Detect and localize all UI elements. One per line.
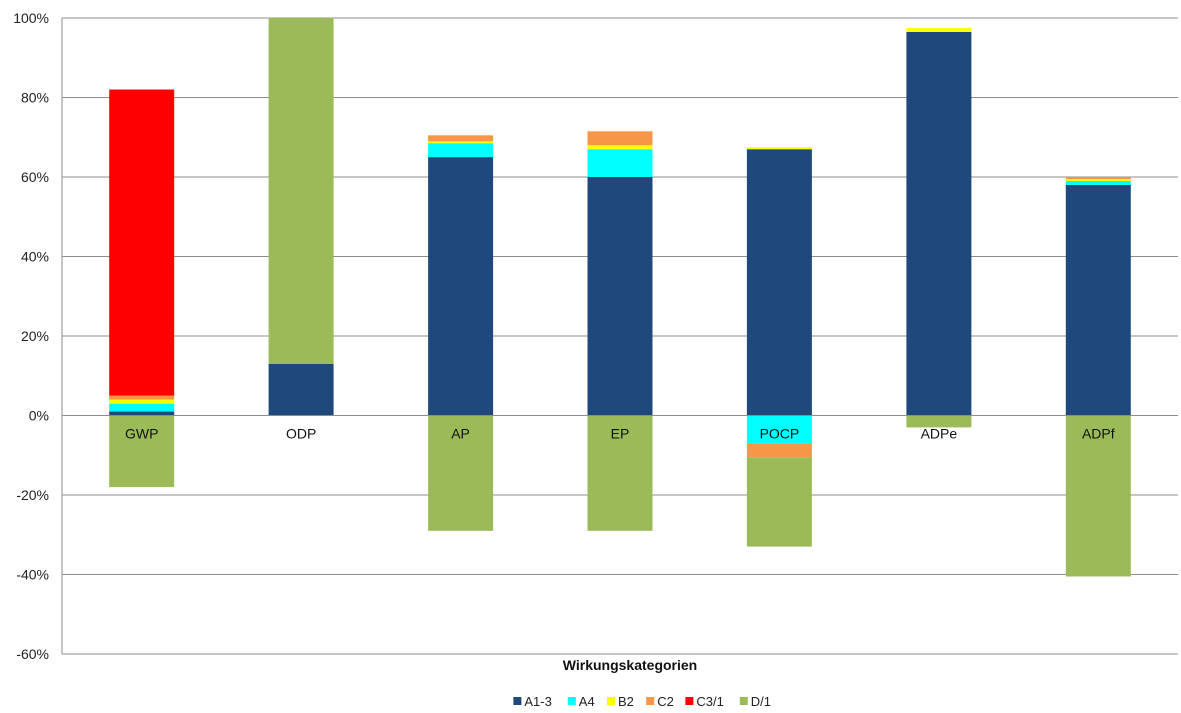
bar-segment-gwp-d-1 bbox=[109, 415, 175, 488]
y-tick-label: 40% bbox=[21, 249, 49, 265]
bar-segment-odp-a1-3 bbox=[268, 363, 334, 416]
bar-segment-adpe-b2 bbox=[906, 27, 972, 32]
bar-segment-ap-a4 bbox=[428, 143, 494, 158]
y-tick-label: -60% bbox=[16, 646, 49, 662]
legend-label: A4 bbox=[579, 694, 595, 709]
bar-segment-gwp-c2 bbox=[109, 395, 175, 400]
legend-swatch bbox=[685, 697, 694, 705]
bar-segment-gwp-a4 bbox=[109, 403, 175, 412]
bar-segment-adpf-b2 bbox=[1065, 179, 1131, 181]
bar-segment-gwp-c3-1 bbox=[109, 89, 175, 396]
bar-segment-pocp-a1-3 bbox=[746, 149, 812, 416]
y-tick-label: -20% bbox=[16, 487, 49, 503]
legend-swatch bbox=[513, 697, 522, 705]
bar-segment-ep-a1-3 bbox=[587, 177, 653, 416]
bar-segment-ap-c2 bbox=[428, 135, 494, 142]
bar-segment-adpe-d-1 bbox=[906, 415, 972, 428]
legend-label: C3/1 bbox=[696, 694, 723, 709]
bar-segment-gwp-a1-3 bbox=[109, 411, 175, 416]
legend-swatch bbox=[646, 697, 655, 705]
x-axis-categories: GWP ODP AP EP POCP ADPe ADPf bbox=[125, 426, 1115, 442]
bar-segment-odp-d-1 bbox=[268, 18, 334, 364]
bar-segment-adpf-d-1 bbox=[1065, 415, 1131, 577]
bar-segment-adpf-a4 bbox=[1065, 181, 1131, 185]
x-category-label: ADPe bbox=[921, 426, 958, 442]
bar-segment-pocp-d-1 bbox=[746, 457, 812, 547]
bar-segment-ep-d-1 bbox=[587, 415, 653, 531]
bar-segment-ap-a1-3 bbox=[428, 157, 494, 416]
legend-swatch bbox=[567, 697, 576, 705]
bar-segment-adpf-a1-3 bbox=[1065, 185, 1131, 416]
x-category-label: AP bbox=[451, 426, 470, 442]
legend-swatch bbox=[607, 697, 615, 705]
bar-segment-pocp-c2 bbox=[746, 443, 812, 458]
y-tick-label: 0% bbox=[29, 408, 49, 424]
legend-label: D/1 bbox=[751, 694, 771, 709]
bars bbox=[62, 18, 1178, 577]
bar-segment-pocp-a4 bbox=[746, 415, 812, 444]
y-tick-label: 60% bbox=[21, 169, 49, 185]
x-category-label: ADPf bbox=[1082, 426, 1115, 442]
legend-swatch bbox=[739, 697, 748, 705]
x-category-label: GWP bbox=[125, 426, 158, 442]
y-tick-label: 100% bbox=[13, 10, 49, 26]
legend: A1-3 A4 B2 C2 C3/1 D/1 bbox=[513, 694, 771, 709]
bar-segment-adpf-c2 bbox=[1065, 177, 1131, 179]
bar-segment-pocp-b2 bbox=[746, 147, 812, 150]
legend-label: B2 bbox=[618, 694, 634, 709]
y-tick-label: -40% bbox=[16, 567, 49, 583]
bar-segment-gwp-b2 bbox=[109, 399, 175, 404]
x-category-label: POCP bbox=[760, 426, 800, 442]
y-tick-label: 80% bbox=[21, 90, 49, 106]
legend-label: A1-3 bbox=[524, 694, 551, 709]
bar-segment-ep-c2 bbox=[587, 131, 653, 146]
bar-segment-ap-d-1 bbox=[428, 415, 494, 531]
bar-segment-adpe-a1-3 bbox=[906, 31, 972, 416]
x-axis-title: Wirkungskategorien bbox=[563, 657, 697, 673]
x-category-label: EP bbox=[611, 426, 630, 442]
legend-label: C2 bbox=[657, 694, 674, 709]
bar-segment-ep-b2 bbox=[587, 145, 653, 150]
y-tick-label: 20% bbox=[21, 328, 49, 344]
x-category-label: ODP bbox=[286, 426, 316, 442]
bar-segment-ep-a4 bbox=[587, 149, 653, 177]
bar-segment-ap-b2 bbox=[428, 141, 494, 144]
y-axis-ticks: -60% -40% -20% 0% 20% 40% 60% 80% 100% bbox=[13, 10, 49, 662]
